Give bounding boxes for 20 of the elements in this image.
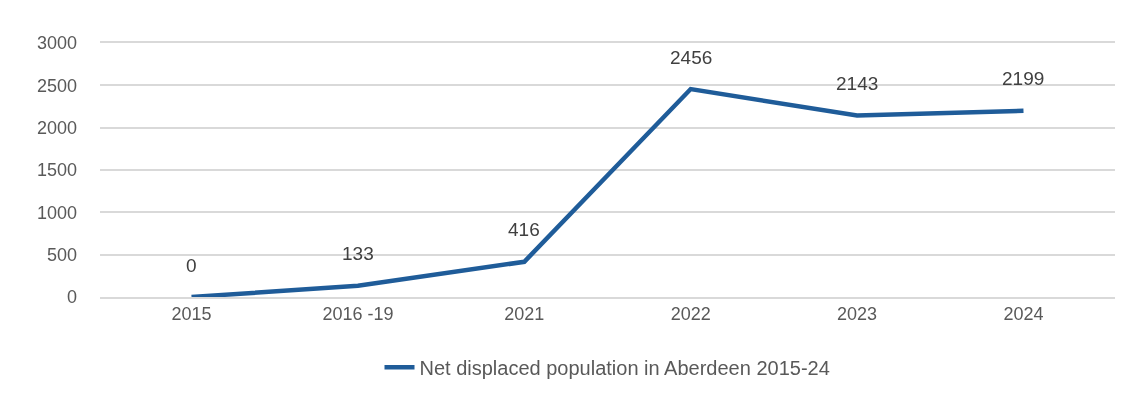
x-tick-label: 2023 [837,304,878,325]
y-tick-label: 2500 [36,75,77,96]
legend-label: Net displaced population in Aberdeen 2015-24 [419,357,830,380]
y-tick-label: 0 [66,287,77,308]
y-tick-label: 500 [46,244,77,265]
data-label: 0 [186,255,197,276]
data-label: 133 [342,243,374,264]
y-tick-label: 2000 [36,117,77,138]
y-tick-label: 1000 [36,202,77,223]
y-tick-label: 1500 [36,160,77,181]
data-label: 2199 [1002,68,1045,89]
x-tick-label: 2024 [1003,304,1044,325]
x-tick-label: 2016 -19 [322,304,394,325]
data-label: 2143 [836,73,879,94]
data-label: 416 [508,219,540,240]
data-label: 2456 [670,47,713,68]
x-tick-label: 2021 [504,304,545,325]
y-tick-label: 3000 [36,33,77,54]
x-tick-label: 2015 [171,304,212,325]
x-tick-label: 2022 [670,304,711,325]
